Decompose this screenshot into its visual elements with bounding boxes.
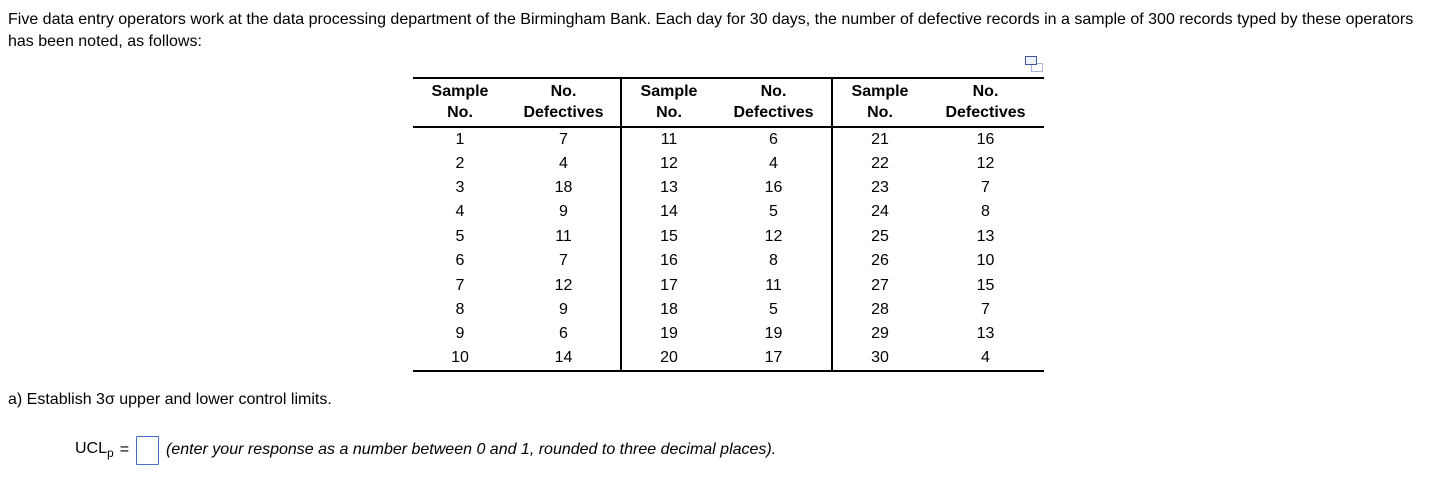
defectives-cell: 12 — [976, 154, 995, 172]
sample-no-cell: 25 — [831, 224, 927, 249]
defectives-cell: 14 — [554, 349, 573, 367]
defectives-cell: 15 — [976, 276, 995, 294]
defectives-cell: 5 — [769, 203, 778, 221]
defectives-cell: 11 — [555, 227, 572, 245]
sample-no-cell: 23 — [831, 175, 927, 201]
defectives-cell: 18 — [554, 178, 573, 196]
table-row: 10 14 20 17 30 4 — [413, 346, 1044, 371]
table-row: 8 9 18 5 28 7 — [413, 297, 1044, 323]
defectives-cell: 16 — [764, 178, 783, 196]
copy-icon-front-rect — [1025, 56, 1037, 65]
sample-no-cell: 26 — [831, 248, 927, 274]
sample-no-cell: 30 — [831, 346, 927, 371]
sample-no-cell: 13 — [620, 175, 716, 201]
answer-hint: (enter your response as a number between… — [166, 441, 777, 458]
sample-no-cell: 8 — [455, 300, 465, 318]
table-row: 2 4 12 4 22 12 — [413, 151, 1044, 176]
table-row: 6 7 16 8 26 10 — [413, 248, 1044, 274]
sample-no-cell: 15 — [620, 224, 716, 249]
data-table-area: Sample No. No. Defectives Sample No. No. Def… — [413, 56, 1044, 372]
defectives-cell: 16 — [976, 130, 995, 148]
sample-no-cell: 18 — [620, 297, 716, 323]
defectives-cell: 12 — [554, 276, 573, 294]
sample-no-cell: 20 — [620, 346, 716, 371]
sample-no-cell: 28 — [831, 297, 927, 323]
ucl-label: UCLp — [75, 440, 114, 460]
header-sample-no: Sample No. — [620, 78, 716, 128]
sample-no-cell: 11 — [620, 127, 716, 152]
header-no-defectives: No. Defectives — [716, 78, 832, 128]
defectives-cell: 7 — [981, 300, 990, 318]
sample-no-cell: 29 — [831, 322, 927, 347]
defectives-cell: 5 — [769, 300, 778, 318]
defectives-cell: 4 — [981, 349, 990, 367]
defectives-cell: 7 — [981, 178, 990, 196]
defectives-cell: 7 — [559, 130, 568, 148]
table-row: 9 6 19 19 29 13 — [413, 322, 1044, 347]
sample-no-cell: 19 — [620, 322, 716, 347]
sample-no-cell: 14 — [620, 200, 716, 225]
sample-no-cell: 16 — [620, 248, 716, 274]
table-header-row: Sample No. No. Defectives Sample No. No. Def… — [413, 78, 1044, 128]
sample-no-cell: 6 — [455, 252, 465, 270]
defectives-cell: 6 — [559, 325, 568, 343]
defectives-cell: 13 — [976, 227, 995, 245]
sample-no-cell: 17 — [620, 273, 716, 298]
defectives-cell: 10 — [976, 252, 995, 270]
table-row: 5 11 15 12 25 13 — [413, 224, 1044, 249]
defectives-cell: 7 — [559, 252, 568, 270]
sample-no-cell: 24 — [831, 200, 927, 225]
sample-no-cell: 2 — [455, 154, 465, 172]
sample-no-cell: 1 — [455, 130, 465, 148]
sample-no-cell: 7 — [455, 276, 465, 294]
sample-no-cell: 22 — [831, 151, 927, 176]
sample-no-cell: 9 — [455, 325, 465, 343]
copy-icon[interactable] — [1025, 56, 1043, 72]
sample-no-cell: 5 — [455, 227, 465, 245]
header-no-defectives: No. Defectives — [507, 78, 621, 128]
defectives-cell: 9 — [559, 300, 568, 318]
defectives-cell: 4 — [559, 154, 568, 172]
equals-sign: = — [119, 441, 130, 458]
part-a-label: a) Establish 3σ upper and lower control … — [8, 391, 332, 408]
sample-no-cell: 10 — [451, 349, 469, 367]
defectives-cell: 8 — [769, 252, 778, 270]
header-no-defectives: No. Defectives — [927, 78, 1044, 128]
table-row: 3 18 13 16 23 7 — [413, 175, 1044, 201]
sample-no-cell: 27 — [831, 273, 927, 298]
defectives-cell: 19 — [764, 325, 783, 343]
sample-no-cell: 21 — [831, 127, 927, 152]
table-row: 1 7 11 6 21 16 — [413, 127, 1044, 152]
defectives-table: Sample No. No. Defectives Sample No. No. Def… — [413, 77, 1044, 372]
answer-row: UCLp = (enter your response as a number … — [75, 433, 776, 467]
ucl-input[interactable] — [136, 435, 160, 465]
sample-no-cell: 3 — [455, 178, 465, 196]
sample-no-cell: 4 — [455, 203, 465, 221]
header-sample-no: Sample No. — [413, 78, 507, 128]
header-sample-no: Sample No. — [831, 78, 927, 128]
defectives-cell: 13 — [976, 325, 995, 343]
defectives-cell: 17 — [764, 349, 783, 367]
defectives-cell: 4 — [769, 154, 778, 172]
table-row: 4 9 14 5 24 8 — [413, 200, 1044, 225]
copy-icon-back-rect — [1031, 63, 1043, 72]
problem-statement: Five data entry operators work at the da… — [8, 11, 1414, 50]
defectives-cell: 12 — [764, 227, 783, 245]
defectives-cell: 6 — [769, 130, 778, 148]
defectives-cell: 9 — [559, 203, 568, 221]
defectives-cell: 11 — [765, 276, 782, 294]
defectives-cell: 8 — [981, 203, 990, 221]
sample-no-cell: 12 — [620, 151, 716, 176]
table-row: 7 12 17 11 27 15 — [413, 273, 1044, 298]
